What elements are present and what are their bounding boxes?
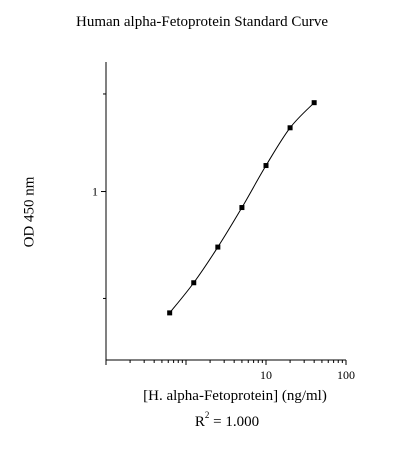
data-point — [167, 310, 173, 316]
r2-prefix: R — [194, 414, 205, 430]
y-axis-label: OD 450 nm — [21, 176, 38, 248]
x-tick-label: 10 — [260, 368, 272, 382]
y-tick-label: 1 — [92, 185, 98, 199]
x-tick-label: 100 — [337, 368, 355, 382]
data-point — [191, 280, 197, 286]
data-point — [287, 125, 293, 131]
data-point — [239, 205, 245, 211]
x-axis-label: [H. alpha-Fetoprotein] (ng/ml) — [143, 388, 327, 404]
data-point — [215, 244, 221, 250]
axes — [105, 62, 346, 361]
data-points — [167, 100, 317, 316]
chart-title: Human alpha-Fetoprotein Standard Curve — [75, 14, 329, 30]
data-point — [311, 100, 317, 106]
r-squared-annotation: R2 = 1.000 — [0, 410, 404, 431]
r2-value: = 1.000 — [209, 414, 260, 430]
data-point — [263, 163, 269, 169]
tick-labels: 10 100 1 — [92, 185, 355, 382]
r2-superscript: 2 — [204, 410, 210, 420]
ticks — [101, 93, 347, 365]
